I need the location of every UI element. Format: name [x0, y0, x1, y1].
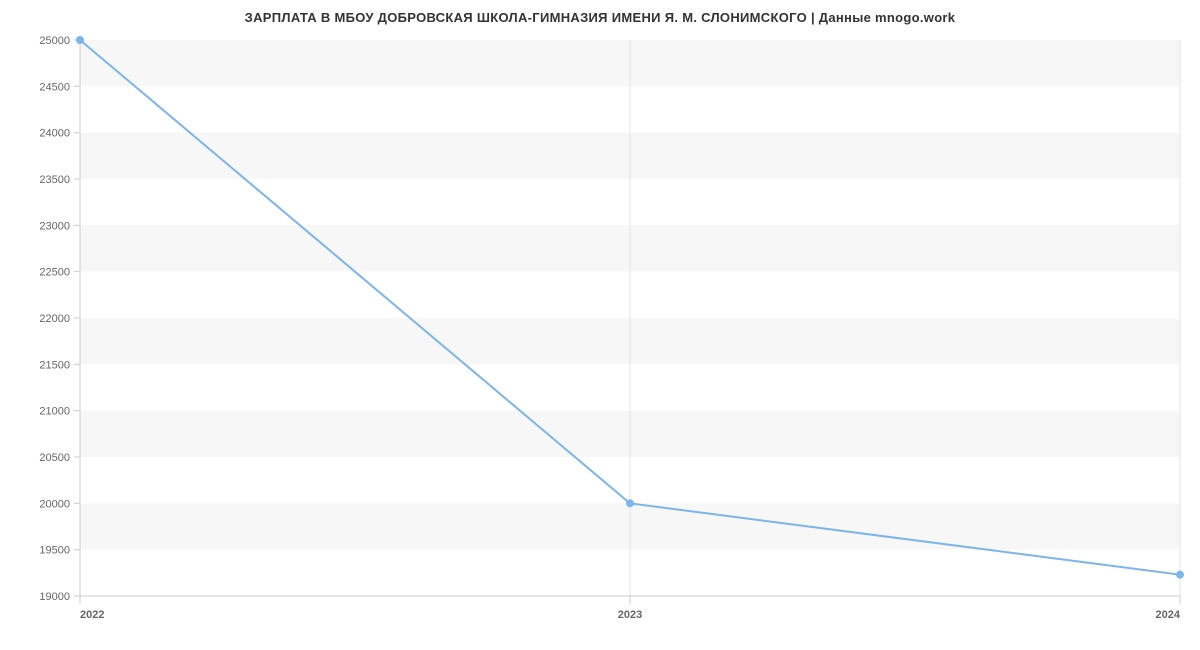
y-tick-label: 24500: [39, 81, 70, 93]
y-tick-label: 21500: [39, 359, 70, 371]
x-tick-label: 2023: [618, 609, 642, 621]
y-tick-label: 20000: [39, 498, 70, 510]
x-tick-label: 2024: [1156, 609, 1181, 621]
line-chart: 19000 19500 20000 20500 21000 21500 22000 22500…: [0, 0, 1200, 650]
y-tick-label: 20500: [39, 452, 70, 464]
y-tick-label: 23000: [39, 220, 70, 232]
y-tick-label: 22500: [39, 267, 70, 279]
y-tick-label: 19500: [39, 545, 70, 557]
y-tick-label: 23500: [39, 174, 70, 186]
y-tick-label: 21000: [39, 406, 70, 418]
data-point[interactable]: [626, 499, 634, 507]
y-tick-label: 25000: [39, 35, 70, 47]
y-tick-label: 19000: [39, 591, 70, 603]
y-tick-label: 22000: [39, 313, 70, 325]
x-tick-label: 2022: [80, 609, 104, 621]
y-tick-label: 24000: [39, 128, 70, 140]
data-point[interactable]: [76, 36, 84, 44]
chart-container: ЗАРПЛАТА В МБОУ ДОБРОВСКАЯ ШКОЛА-ГИМНАЗИ…: [0, 0, 1200, 650]
data-point[interactable]: [1176, 571, 1184, 579]
